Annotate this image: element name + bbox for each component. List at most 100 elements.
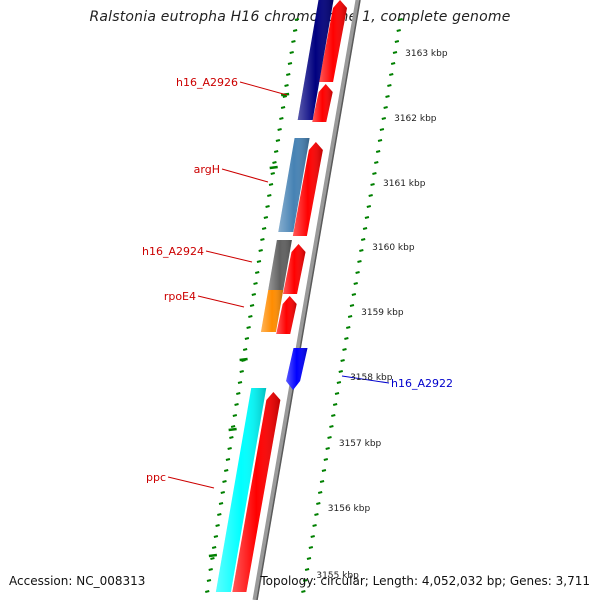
gc-tick-right [355, 271, 360, 274]
gene-ppc [215, 388, 267, 592]
gc-tick-right [336, 381, 342, 384]
scale-tick-label: 3155 kbp [316, 571, 359, 581]
gc-tick-right [362, 227, 368, 230]
gc-tick-left [254, 271, 260, 274]
gc-tick-left [237, 381, 243, 384]
gc-tick-left [225, 458, 231, 461]
gc-tick-right [390, 62, 396, 65]
gc-tick-left [268, 183, 274, 186]
gene-label: ppc [146, 471, 166, 484]
scale-ticks: 3163 kbp 3162 kbp 3161 kbp 3160 kbp 3159 kbp… [316, 49, 447, 581]
accession-text: Accession: NC_008313 [9, 574, 146, 588]
gc-tick-right [364, 216, 370, 219]
gc-tick-left [260, 238, 265, 241]
gc-tick-left [270, 172, 275, 175]
gene-h16_A2922 [286, 348, 308, 390]
gc-tick-left [277, 128, 282, 131]
gc-tick-right [340, 359, 345, 362]
scale-tick-label: 3161 kbp [383, 179, 426, 189]
gc-tick-left [279, 117, 284, 120]
cds-block [312, 84, 333, 122]
gc-tick-left [287, 62, 293, 65]
cds-block [276, 296, 297, 334]
gene-label: argH [194, 163, 220, 176]
label-leader-line [167, 476, 215, 489]
gc-tick-right [332, 403, 338, 406]
gc-tick-left [215, 524, 220, 527]
scale-tick-label: 3159 kbp [361, 308, 404, 318]
backbone-edge [256, 0, 361, 600]
gc-tick-right [301, 590, 306, 593]
gc-tick-left [289, 51, 294, 54]
gc-tick-left [294, 18, 300, 21]
gc-tick-right [334, 392, 340, 395]
gc-tick-right [368, 194, 373, 197]
label-leader-line [221, 168, 269, 183]
scale-tick-label: 3163 kbp [405, 49, 448, 59]
gc-tick-right [370, 183, 375, 186]
gc-tick-right [323, 458, 329, 461]
gc-tick-left [236, 392, 241, 395]
gene-label: rpoE4 [164, 290, 196, 303]
gc-tick-left [227, 447, 232, 450]
gc-tick-left [263, 216, 269, 219]
scale-tick-label: 3162 kbp [394, 114, 437, 124]
gc-tick-left [253, 282, 258, 285]
gc-tick-left [256, 260, 262, 263]
gc-tick-left [251, 293, 257, 296]
gc-tick-right [357, 260, 362, 263]
cds-block [232, 392, 281, 592]
gc-tick-right [374, 161, 379, 164]
gc-tick-right [321, 469, 327, 472]
gc-tick-right [308, 546, 314, 549]
gc-tick-right [306, 557, 312, 560]
scale-tick-label: 3157 kbp [339, 439, 382, 449]
gc-tick-right [302, 579, 308, 582]
gc-tick-right [325, 447, 330, 450]
gc-tick-left [218, 502, 224, 505]
gc-tick-left [210, 557, 215, 560]
gc-tick-right [375, 150, 381, 153]
gc-tick-left [244, 337, 250, 340]
gc-tick-left [291, 40, 296, 43]
gc-tick-right [381, 117, 387, 120]
gc-tick-right [319, 480, 325, 483]
gc-tick-left [284, 84, 289, 87]
label-leader-line [341, 375, 390, 384]
gc-tick-left [265, 205, 270, 208]
gc-tick-left [275, 139, 281, 142]
gc-tick-left [261, 227, 267, 230]
gc-tick-left [286, 73, 291, 76]
gc-tick-right [329, 425, 334, 428]
gc-tick-left [282, 95, 288, 98]
gc-tick-right [392, 51, 398, 54]
cds-block [292, 142, 323, 236]
gc-tick-right [314, 513, 319, 516]
gc-tick-right [345, 326, 351, 329]
gc-tick-left [246, 326, 251, 329]
scale-tick-label: 3156 kbp [328, 504, 371, 514]
gc-tick-long [269, 165, 278, 170]
gc-tick-right [310, 535, 315, 538]
gc-tick-long [239, 357, 248, 362]
backbone-line [252, 0, 361, 600]
gc-tick-right [317, 491, 323, 494]
gc-tick-left [217, 513, 222, 516]
gc-tick-left [208, 568, 213, 571]
gc-tick-long [208, 553, 218, 558]
gc-tick-left [258, 249, 263, 252]
gc-tick-left [272, 161, 277, 164]
gc-tick-right [398, 18, 403, 21]
gc-tick-left [205, 590, 210, 593]
gc-tick-right [338, 370, 344, 373]
gc-tick-left [280, 106, 286, 109]
gene-rpoE4 [260, 290, 284, 332]
gc-tick-right [377, 139, 383, 142]
gc-tick-right [316, 502, 321, 505]
gc-tick-left [267, 194, 272, 197]
gc-tick-right [342, 348, 347, 351]
gc-tick-left [273, 150, 279, 153]
gc-tick-right [327, 436, 332, 439]
gc-tick-right [383, 106, 388, 109]
